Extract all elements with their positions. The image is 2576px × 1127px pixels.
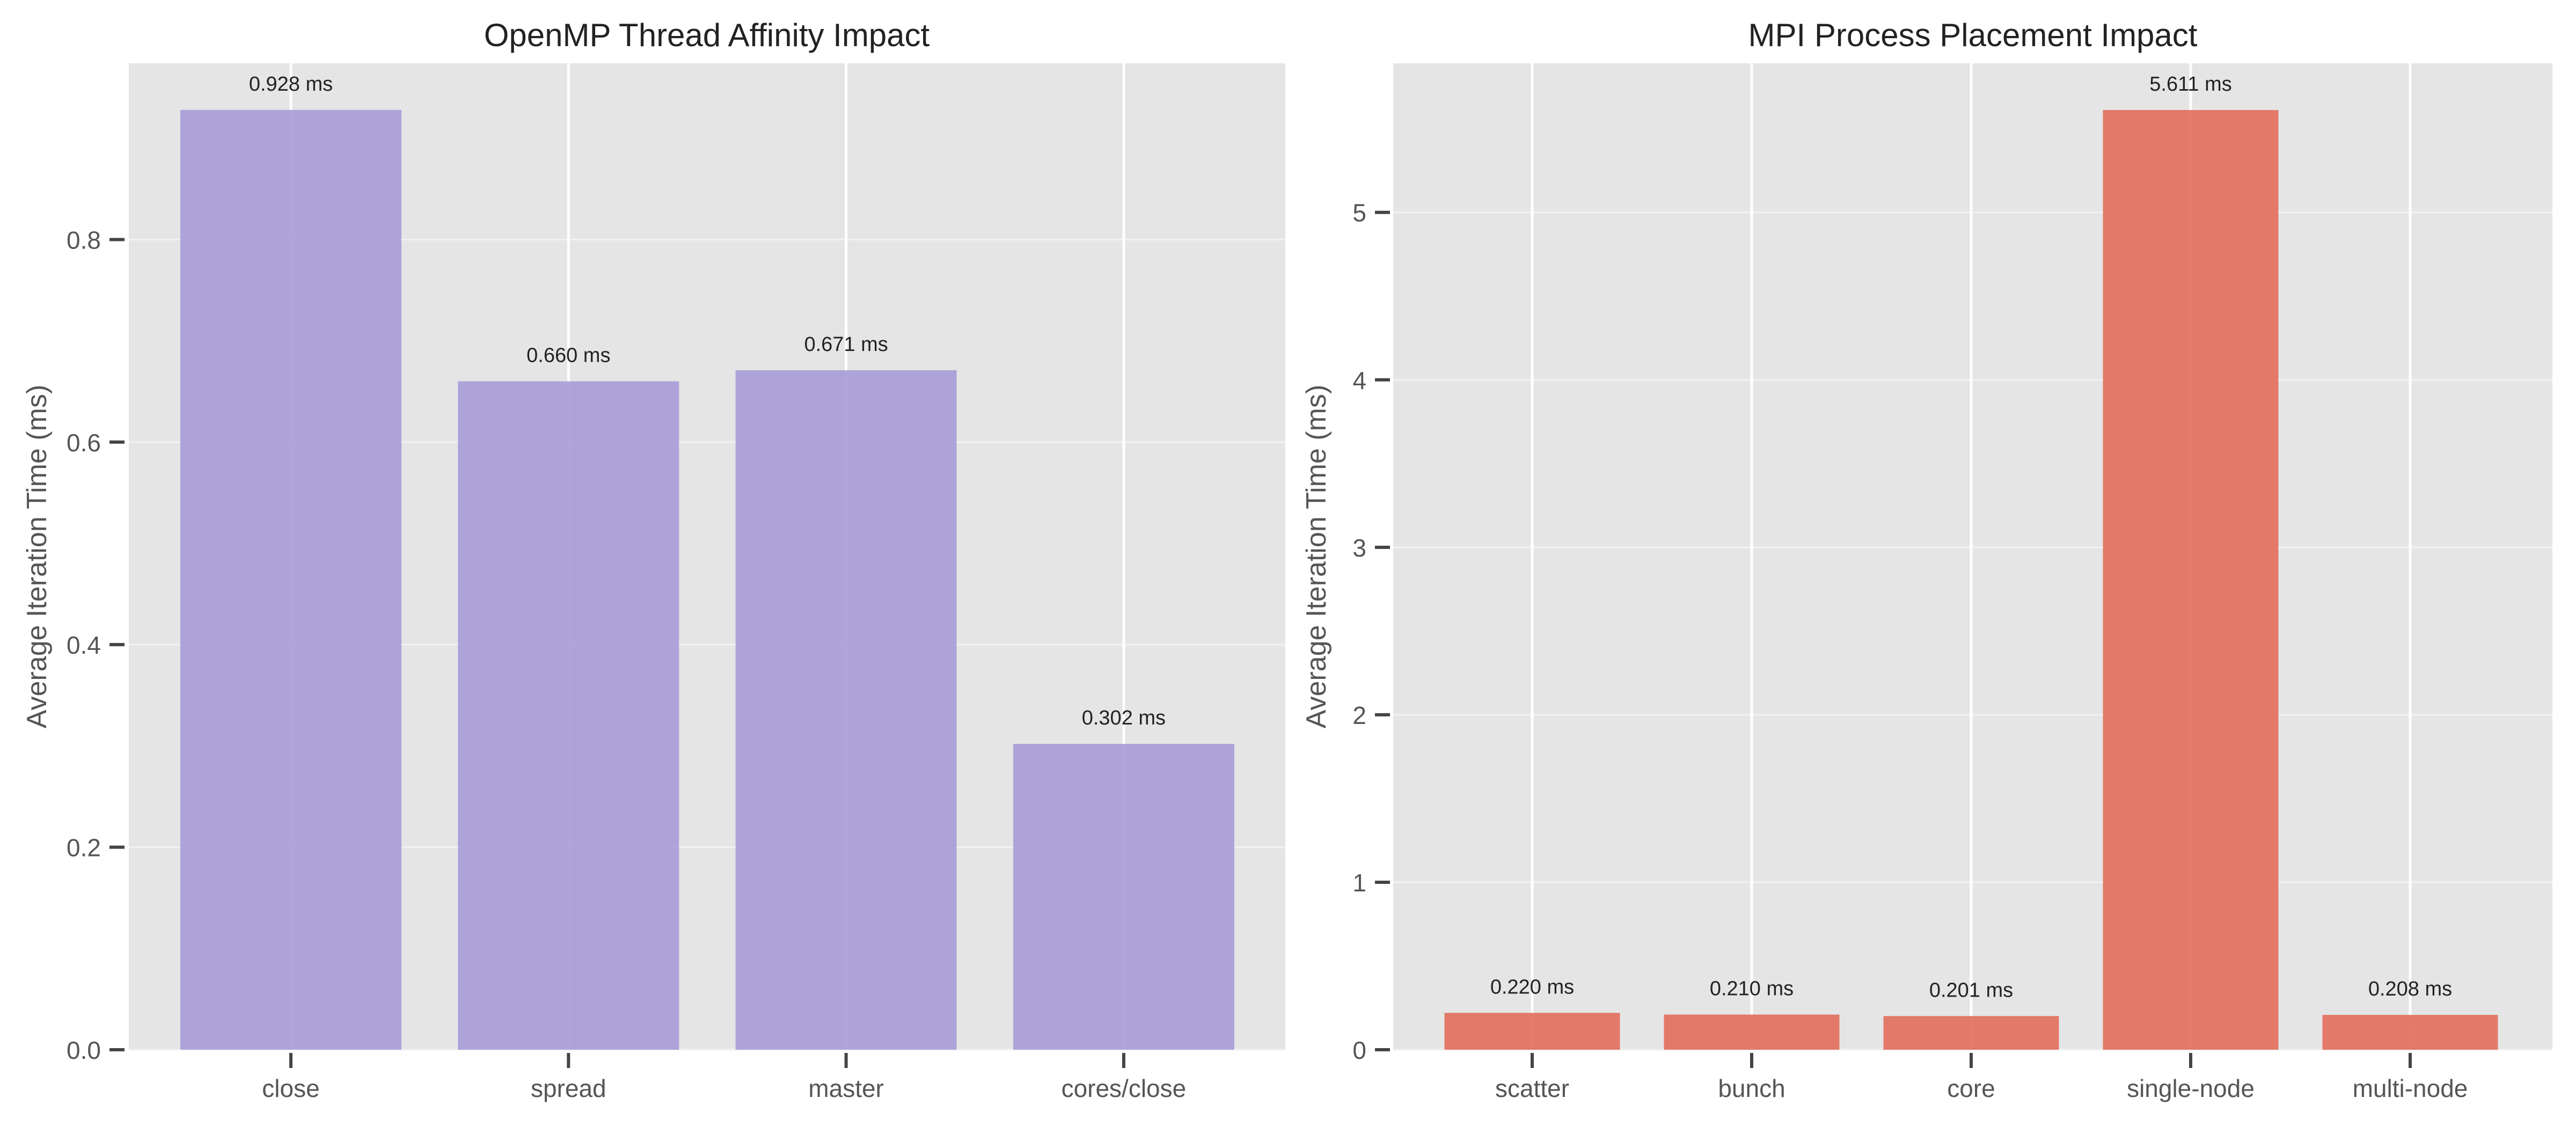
bar-value-label: 0.302 ms (1082, 707, 1166, 729)
chart-title: OpenMP Thread Affinity Impact (484, 17, 930, 53)
axes-mpi: 0 1 2 3 4 5 scatter bunch core single-node multi-n… (1352, 199, 2468, 1102)
bar (1883, 1016, 2059, 1050)
x-tick-label: single-node (2127, 1074, 2255, 1102)
axes-openmp: 0.0 0.2 0.4 0.6 0.8 close spread master cores/cl… (67, 226, 1186, 1102)
y-tick-label: 0 (1352, 1036, 1366, 1064)
x-tick-label: spread (531, 1074, 606, 1102)
y-axis-label: Average Iteration Time (ms) (1301, 385, 1332, 729)
chart-mpi: 0.220 ms 0.210 ms 0.201 ms 5.611 ms 0.208 ms… (1301, 17, 2552, 1102)
bar-value-label: 0.928 ms (249, 73, 333, 96)
y-tick-label: 0.6 (67, 429, 101, 457)
bar (2103, 110, 2279, 1050)
plot-area-mpi (1393, 63, 2552, 1050)
y-tick-label: 5 (1352, 199, 1366, 227)
bar (1013, 744, 1234, 1050)
x-tick-label: bunch (1718, 1074, 1785, 1102)
bar-value-label: 0.208 ms (2368, 978, 2452, 1000)
bar-value-label: 0.220 ms (1490, 976, 1574, 998)
bar (2322, 1015, 2498, 1050)
y-tick-label: 1 (1352, 869, 1366, 897)
x-tick-label: close (262, 1074, 319, 1102)
y-tick-label: 0.4 (67, 631, 101, 659)
bar (1664, 1014, 1840, 1050)
y-tick-label: 0.8 (67, 226, 101, 254)
x-tick-label: cores/close (1062, 1074, 1187, 1102)
x-tick-label: master (808, 1074, 884, 1102)
bar-value-label: 0.671 ms (804, 333, 888, 356)
bar-value-label: 5.611 ms (2149, 73, 2231, 96)
x-tick-label: core (1947, 1074, 1995, 1102)
bar (735, 370, 957, 1050)
bar-value-label: 0.201 ms (1929, 979, 2013, 1001)
bars-openmp: 0.928 ms 0.660 ms 0.671 ms 0.302 ms (180, 73, 1234, 1050)
y-tick-label: 0.2 (67, 834, 101, 862)
y-tick-label: 0.0 (67, 1036, 101, 1064)
y-axis-label: Average Iteration Time (ms) (21, 385, 53, 729)
chart-openmp: 0.928 ms0.660 ms 0.671 ms0.302 ms 0.00.20… (21, 17, 1285, 1102)
y-tick-label: 2 (1352, 701, 1366, 729)
bars-mpi: 0.220 ms 0.210 ms 0.201 ms 5.611 ms 0.208 ms (1444, 73, 2498, 1050)
y-tick-label: 3 (1352, 534, 1366, 562)
x-tick-label: scatter (1495, 1074, 1569, 1102)
bar (458, 381, 679, 1050)
bar-value-label: 0.210 ms (1710, 977, 1794, 1000)
bar (1444, 1013, 1620, 1050)
chart-title: MPI Process Placement Impact (1748, 17, 2198, 53)
bar-value-label: 0.660 ms (526, 345, 610, 367)
y-tick-label: 4 (1352, 367, 1366, 394)
bar (180, 109, 401, 1050)
x-tick-label: multi-node (2353, 1074, 2468, 1102)
